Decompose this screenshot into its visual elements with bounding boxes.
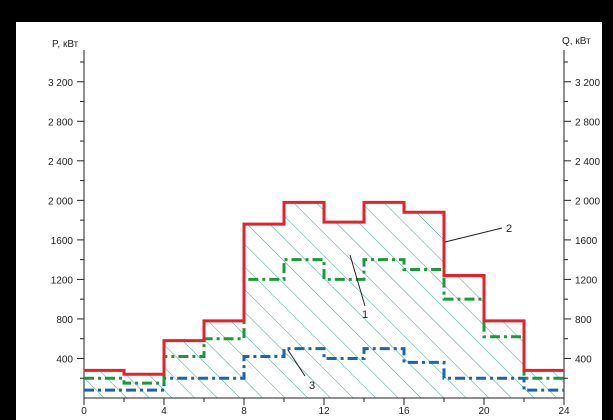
annotations: 2 1 3 [287, 223, 512, 392]
left-y-tick-label: 2 000 [48, 196, 73, 207]
x-tick-label: 0 [81, 406, 87, 417]
x-tick-label: 12 [318, 406, 330, 417]
left-y-tick-label: 800 [56, 315, 73, 326]
left-y-tick-label: 2 800 [48, 117, 73, 128]
left-y-tick-label: 3 200 [48, 78, 73, 89]
annotation-3: 3 [309, 380, 315, 392]
series-lines [84, 200, 564, 392]
right-axis-label: Q, кВт [562, 36, 591, 47]
leader-line-3 [287, 349, 306, 377]
left-y-tick-label: 1600 [51, 236, 74, 247]
left-y-tick-label: 1200 [51, 275, 74, 286]
annotation-1: 1 [362, 309, 368, 321]
right-y-tick-label: 2 800 [575, 117, 600, 128]
right-y-tick-label: 400 [575, 354, 592, 365]
leader-line-1 [349, 254, 366, 307]
x-tick-label: 8 [241, 406, 247, 417]
series-line-2 [84, 200, 564, 376]
leader-line-2 [444, 227, 503, 243]
left-y-tick-label: 2 400 [48, 157, 73, 168]
right-y-tick-label: 1200 [575, 275, 598, 286]
series-line-3 [84, 347, 564, 392]
left-axis-label: P, кВт [52, 39, 79, 50]
x-tick-label: 20 [478, 406, 490, 417]
right-y-tick-label: 2 000 [575, 196, 600, 207]
x-tick-label: 16 [398, 406, 410, 417]
left-y-tick-label: 400 [56, 354, 73, 365]
x-tick-label: 24 [558, 406, 570, 417]
right-y-tick-label: 3 200 [575, 78, 600, 89]
right-y-tick-label: 2 400 [575, 157, 600, 168]
right-y-tick-label: 800 [575, 315, 592, 326]
annotation-2: 2 [506, 223, 512, 235]
x-tick-label: 4 [161, 406, 167, 417]
axes [77, 50, 571, 405]
right-y-tick-label: 1600 [575, 236, 598, 247]
